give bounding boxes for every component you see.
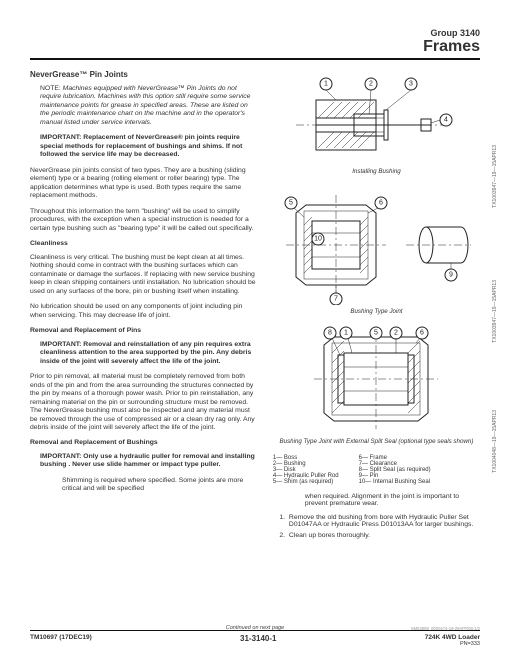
- svg-text:6: 6: [380, 200, 384, 207]
- step-list: Remove the old bushing from bore with Hy…: [287, 514, 480, 539]
- important-block-2: IMPORTANT: Removal and reinstallation of…: [40, 341, 259, 366]
- figure-ref-3: TX1004048—19—15APR13: [492, 410, 498, 473]
- svg-text:5: 5: [375, 330, 379, 337]
- figure-ref-1: TX1003947—19—15APR13: [492, 145, 498, 208]
- para-4: No lubrication should be used on any com…: [30, 303, 259, 320]
- svg-text:6: 6: [421, 330, 425, 337]
- diagram-installing-bushing: 1 2 3 4: [276, 70, 476, 165]
- svg-text:9: 9: [450, 272, 454, 279]
- subhead-removal-bushings: Removal and Replacement of Bushings: [30, 439, 259, 447]
- page-root: Group 3140 Frames NeverGrease™ Pin Joint…: [0, 0, 510, 657]
- right-column: 1 2 3 4 TX1003947—19—15APR13 Installing …: [273, 70, 480, 546]
- svg-text:2: 2: [395, 330, 399, 337]
- page-footer: TM10697 (17DEC19) 31-3140-1 724K 4WD Loa…: [30, 630, 480, 647]
- legend-col-1: 1— Boss 2— Bushing 3— Disk 4— Hydraulic …: [273, 455, 339, 485]
- svg-text:10: 10: [315, 236, 323, 243]
- para-5: Prior to pin removal, all material must …: [30, 373, 259, 432]
- important-block-3: IMPORTANT: Only use a hydraulic puller f…: [40, 453, 259, 470]
- legend-item: 5— Shim (as required): [273, 479, 339, 485]
- para-1: NeverGrease pin joints consist of two ty…: [30, 167, 259, 201]
- article-title: NeverGrease™ Pin Joints: [30, 70, 259, 80]
- para-3: Cleanliness is very critical. The bushin…: [30, 254, 259, 296]
- svg-text:3: 3: [410, 81, 414, 88]
- figure-ref-2: TX1003947—19—15APR13: [492, 280, 498, 343]
- svg-text:5: 5: [290, 200, 294, 207]
- legend-col-2: 6— Frame 7— Clearance 8— Split Seal (as …: [359, 455, 431, 485]
- svg-text:1: 1: [345, 330, 349, 337]
- figure-caption-1: Installing Bushing: [273, 168, 480, 175]
- footer-right: 724K 4WD Loader PN=333: [425, 634, 480, 647]
- left-column: NeverGrease™ Pin Joints NOTE: Machines e…: [30, 70, 259, 546]
- footer-model: 724K 4WD Loader: [425, 634, 480, 641]
- figure-2: 10 9 7 5 6 TX1003947—19—15APR13: [273, 185, 480, 305]
- footer-left: TM10697 (17DEC19): [30, 634, 92, 641]
- note-body: Machines equipped with NeverGrease™ Pin …: [40, 85, 250, 126]
- important-lead: IMPORTANT:: [40, 341, 83, 348]
- figure-3: 8 5 6 1 2 TX1004048—19—15APR13: [273, 325, 480, 435]
- important-block-1: IMPORTANT: Replacement of NeverGrease® p…: [40, 134, 259, 159]
- group-label: Group 3140: [30, 28, 480, 38]
- svg-text:8: 8: [329, 330, 333, 337]
- svg-text:7: 7: [335, 296, 339, 303]
- note-lead: NOTE:: [40, 85, 63, 92]
- figure-caption-2: Bushing Type Joint: [273, 308, 480, 315]
- figure-caption-3: Bushing Type Joint with External Split S…: [273, 438, 480, 445]
- para-2: Throughout this information the term "bu…: [30, 208, 259, 233]
- legend-item: 10— Internal Bushing Seal: [359, 479, 431, 485]
- important-lead: IMPORTANT:: [40, 134, 83, 141]
- para-right-1: when required. Alignment in the joint is…: [305, 493, 480, 507]
- section-label: Frames: [30, 38, 480, 56]
- diagram-bushing-type-joint: 10 9 7 5 6: [276, 185, 476, 305]
- step-item: Clean up bores thoroughly.: [287, 532, 480, 539]
- footer-center: 31-3140-1: [240, 634, 276, 643]
- para-indent: Shimming is required where specified. So…: [62, 477, 259, 494]
- svg-text:2: 2: [370, 81, 374, 88]
- footer-pn: PN=333: [425, 641, 480, 647]
- diagram-bushing-external-seal: 8 5 6 1 2: [276, 325, 476, 435]
- svg-text:1: 1: [325, 81, 329, 88]
- step-item: Remove the old bushing from bore with Hy…: [287, 514, 480, 528]
- figure-1: 1 2 3 4 TX1003947—19—15APR13: [273, 70, 480, 165]
- legend-block: 1— Boss 2— Bushing 3— Disk 4— Hydraulic …: [273, 455, 480, 485]
- note-block: NOTE: Machines equipped with NeverGrease…: [40, 85, 259, 127]
- two-column-content: NeverGrease™ Pin Joints NOTE: Machines e…: [30, 70, 480, 546]
- subhead-removal-pins: Removal and Replacement of Pins: [30, 327, 259, 335]
- subhead-cleanliness: Cleanliness: [30, 240, 259, 248]
- page-header: Group 3140 Frames: [30, 28, 480, 60]
- svg-text:4: 4: [445, 117, 449, 124]
- important-lead: IMPORTANT:: [40, 453, 83, 460]
